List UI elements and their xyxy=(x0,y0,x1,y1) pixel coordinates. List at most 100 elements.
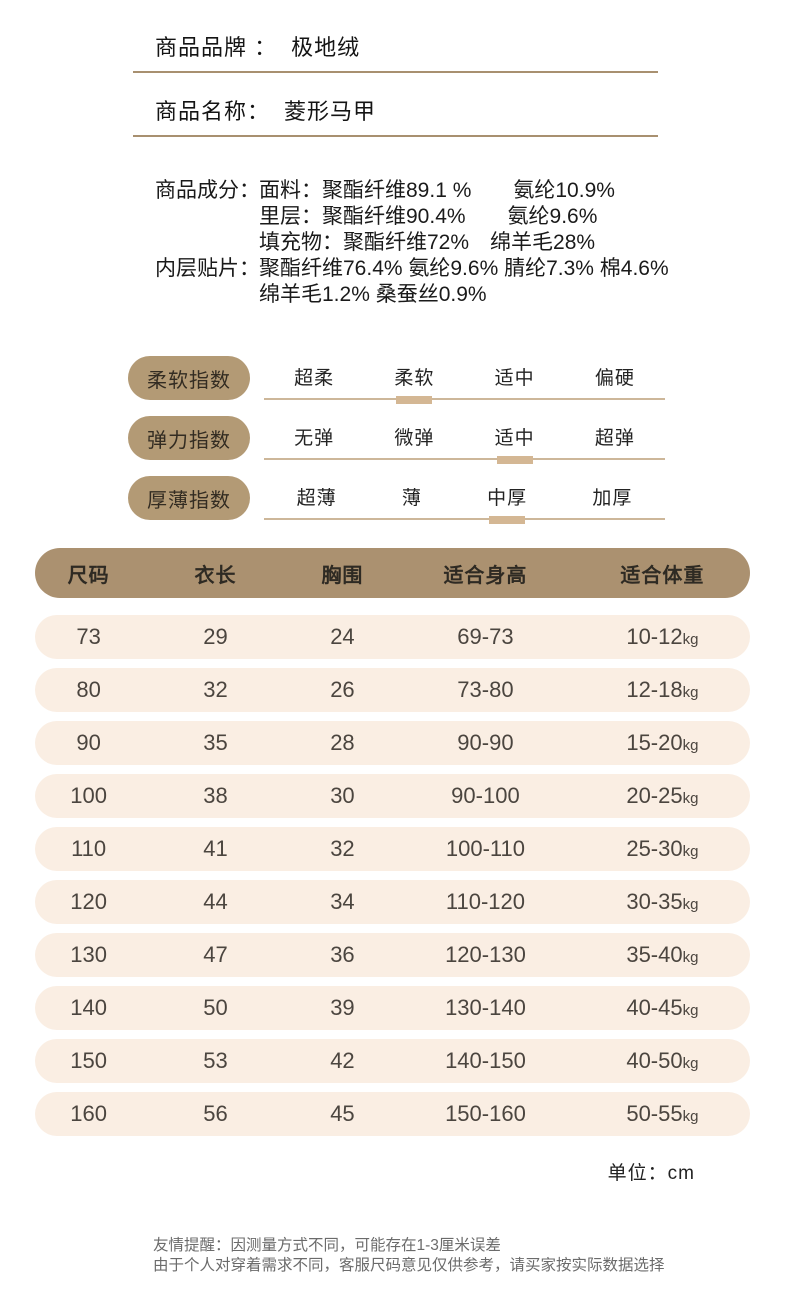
table-cell: 39 xyxy=(330,995,355,1020)
table-row: 160 56 45 150-160 50-55kg xyxy=(35,1092,750,1136)
table-row: 90 35 28 90-90 15-20kg xyxy=(35,721,750,765)
table-row: 150 53 42 140-150 40-50kg xyxy=(35,1039,750,1083)
table-row: 73 29 24 69-73 10-12kg xyxy=(35,615,750,659)
weight-unit: kg xyxy=(682,737,699,754)
table-cell-weight: 12-18kg xyxy=(575,677,750,703)
table-cell: 35 xyxy=(203,730,228,755)
table-cell: 28 xyxy=(330,730,355,755)
table-cell: 44 xyxy=(203,889,228,914)
table-row: 80 32 26 73-80 12-18kg xyxy=(35,668,750,712)
table-cell: 90-100 xyxy=(451,783,520,808)
composition-lines: 面料：聚酯纤维89.1 % 氨纶10.9% 里层：聚酯纤维90.4% 氨纶9.6%… xyxy=(259,178,755,256)
table-cell: 130-140 xyxy=(445,995,526,1020)
composition-line: 面料：聚酯纤维89.1 % 氨纶10.9% xyxy=(259,179,615,202)
weight-unit: kg xyxy=(682,949,699,966)
weight-unit: kg xyxy=(682,843,699,860)
footer-reminder: 友情提醒：因测量方式不同，可能存在1-3厘米误差 由于个人对穿着需求不同，客服尺… xyxy=(153,1236,665,1276)
weight-unit: kg xyxy=(682,1108,699,1125)
weight-value: 40-45 xyxy=(626,995,683,1020)
weight-unit: kg xyxy=(682,1002,699,1019)
table-cell-weight: 40-50kg xyxy=(575,1048,750,1074)
table-cell: 120-130 xyxy=(445,942,526,967)
table-row: 110 41 32 100-110 25-30kg xyxy=(35,827,750,871)
table-cell: 69-73 xyxy=(457,624,514,649)
table-cell: 73 xyxy=(76,624,101,649)
composition-group: 商品成分： 面料：聚酯纤维89.1 % 氨纶10.9% 里层：聚酯纤维90.4% 氨… xyxy=(155,178,755,256)
weight-unit: kg xyxy=(682,1055,699,1072)
table-cell: 34 xyxy=(330,889,355,914)
composition-line: 里层：聚酯纤维90.4% 氨纶9.6% xyxy=(259,205,598,228)
table-cell-weight: 30-35kg xyxy=(575,889,750,915)
table-cell: 90 xyxy=(76,730,101,755)
table-row: 120 44 34 110-120 30-35kg xyxy=(35,880,750,924)
unit-note: 单位：cm xyxy=(607,1163,695,1184)
composition-group: 内层贴片： 聚酯纤维76.4% 氨纶9.6% 腈纶7.3% 棉4.6% 绵羊毛1.2… xyxy=(155,256,755,308)
index-option: 超弹 xyxy=(594,428,635,449)
table-cell: 24 xyxy=(330,624,355,649)
table-cell: 45 xyxy=(330,1101,355,1126)
table-cell: 42 xyxy=(330,1048,355,1073)
footer-line: 由于个人对穿着需求不同，客服尺码意见仅供参考，请买家按实际数据选择 xyxy=(153,1257,665,1274)
index-option: 无弹 xyxy=(294,428,335,449)
table-cell-weight: 35-40kg xyxy=(575,942,750,968)
product-brand-row: 商品品牌 ： 极地绒 xyxy=(155,30,360,62)
composition-block: 商品成分： 面料：聚酯纤维89.1 % 氨纶10.9% 里层：聚酯纤维90.4% 氨… xyxy=(155,178,755,308)
size-table: 尺码 衣长 胸围 适合身高 适合体重 73 29 24 69-73 10-12kg 80 32 26 7… xyxy=(35,548,750,1145)
weight-value: 10-12 xyxy=(626,624,683,649)
divider-line xyxy=(133,71,658,73)
size-table-header-cell: 尺码 xyxy=(67,564,110,587)
table-cell: 32 xyxy=(330,836,355,861)
composition-lines: 聚酯纤维76.4% 氨纶9.6% 腈纶7.3% 棉4.6% 绵羊毛1.2% 桑蚕丝… xyxy=(259,256,755,308)
table-cell: 110 xyxy=(71,836,107,861)
composition-line: 填充物：聚酯纤维72% 绵羊毛28% xyxy=(259,231,596,254)
size-table-body: 73 29 24 69-73 10-12kg 80 32 26 73-80 12-18kg 90 35… xyxy=(35,615,750,1136)
table-row: 100 38 30 90-100 20-25kg xyxy=(35,774,750,818)
table-row: 130 47 36 120-130 35-40kg xyxy=(35,933,750,977)
index-row: 厚薄指数 超薄 薄 中厚 加厚 xyxy=(128,476,665,520)
weight-unit: kg xyxy=(682,790,699,807)
index-option: 柔软 xyxy=(394,356,434,398)
fabric-index-section: 柔软指数 超柔 柔软 适中 偏硬 弹力指数 无弹 微弹 适中 超弹 厚薄指数 超薄薄中厚 加厚 xyxy=(128,356,665,536)
weight-unit: kg xyxy=(682,684,699,701)
table-cell-weight: 15-20kg xyxy=(575,730,750,756)
composition-line: 聚酯纤维76.4% 氨纶9.6% 腈纶7.3% 棉4.6% xyxy=(259,257,669,280)
index-badge: 柔软指数 xyxy=(128,356,250,400)
table-cell: 53 xyxy=(203,1048,228,1073)
table-cell: 73-80 xyxy=(457,677,514,702)
table-cell: 90-90 xyxy=(457,730,514,755)
composition-label: 商品成分： xyxy=(155,179,260,202)
weight-unit: kg xyxy=(682,896,699,913)
table-cell: 50 xyxy=(203,995,228,1020)
table-cell: 150-160 xyxy=(445,1101,526,1126)
table-cell: 140 xyxy=(70,995,107,1020)
table-cell: 38 xyxy=(203,783,228,808)
name-value: 菱形马甲 xyxy=(284,99,377,124)
table-cell: 110-120 xyxy=(445,889,525,914)
brand-label: 商品品牌 ： xyxy=(155,35,278,60)
table-cell: 160 xyxy=(70,1101,107,1126)
weight-value: 40-50 xyxy=(626,1048,683,1073)
weight-value: 35-40 xyxy=(626,942,683,967)
index-option: 适中 xyxy=(494,368,535,389)
table-cell: 150 xyxy=(70,1048,107,1073)
table-cell: 30 xyxy=(330,783,355,808)
divider-line xyxy=(133,135,658,137)
table-cell-weight: 20-25kg xyxy=(575,783,750,809)
index-option: 薄 xyxy=(401,488,422,509)
table-cell: 120 xyxy=(70,889,107,914)
size-table-header-cell: 胸围 xyxy=(321,564,364,587)
index-option: 微弹 xyxy=(394,428,435,449)
brand-value: 极地绒 xyxy=(291,35,361,60)
weight-value: 50-55 xyxy=(626,1101,683,1126)
weight-value: 30-35 xyxy=(626,889,683,914)
index-row: 柔软指数 超柔 柔软 适中 偏硬 xyxy=(128,356,665,400)
weight-value: 20-25 xyxy=(626,783,683,808)
table-cell: 80 xyxy=(76,677,101,702)
table-cell-weight: 25-30kg xyxy=(575,836,750,862)
weight-value: 12-18 xyxy=(626,677,683,702)
index-option: 超柔 xyxy=(294,368,335,389)
size-table-header: 尺码 衣长 胸围 适合身高 适合体重 xyxy=(35,548,750,598)
index-options: 超薄 薄 中厚 加厚 xyxy=(264,476,665,520)
weight-value: 15-20 xyxy=(626,730,683,755)
composition-line: 绵羊毛1.2% 桑蚕丝0.9% xyxy=(259,283,487,306)
